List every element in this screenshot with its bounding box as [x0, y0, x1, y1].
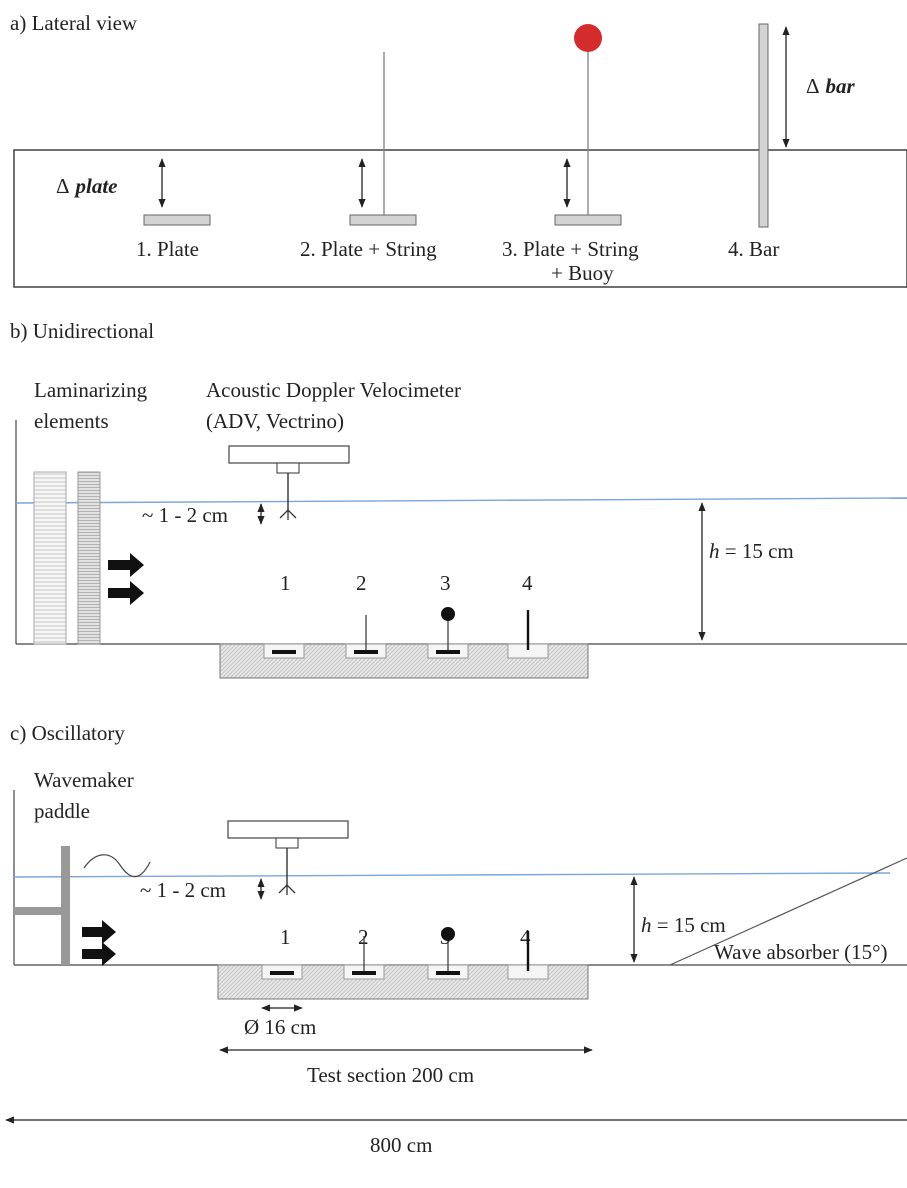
label-bar: 4. Bar [728, 237, 779, 261]
sample-number-1: 1 [280, 925, 291, 949]
samples-b [263, 607, 549, 659]
flume-box [13, 149, 907, 288]
laminarizer-2 [77, 471, 101, 645]
wavemaker-label-2: paddle [34, 799, 90, 823]
laminarizer-1 [33, 471, 67, 645]
laminarizing-label-2: elements [34, 409, 109, 433]
buoy [574, 24, 602, 52]
plate-2 [349, 214, 417, 226]
wavemaker-paddle [14, 846, 70, 965]
water-surface-c [13, 872, 891, 878]
wave-icon [83, 854, 151, 878]
sample-number-1: 1 [280, 571, 291, 595]
label-plate-string-buoy-2: + Buoy [551, 261, 614, 285]
samples-c [261, 927, 549, 980]
wave-absorber-label: Wave absorber (15°) [714, 940, 887, 964]
wavemaker-label-1: Wavemaker [34, 768, 134, 792]
total-length-label: 800 cm [370, 1133, 432, 1157]
label-plate-string-buoy-1: 3. Plate + String [502, 237, 639, 261]
water-surface-b [15, 497, 907, 504]
adv-label-1: Acoustic Doppler Velocimeter [206, 378, 461, 402]
laminarizing-label-1: Laminarizing [34, 378, 148, 402]
label-plate-string: 2. Plate + String [300, 237, 437, 261]
gap-label-b: ~ 1 - 2 cm [142, 503, 228, 527]
gap-label-c: ~ 1 - 2 cm [140, 878, 226, 902]
diameter-label: Ø 16 cm [244, 1015, 316, 1039]
sample-number-4: 4 [520, 925, 531, 949]
sample-number-2: 2 [358, 925, 369, 949]
plate-1 [143, 214, 211, 226]
adv-probe-b [228, 445, 350, 520]
bar [758, 23, 769, 228]
sample-number-4: 4 [522, 571, 533, 595]
flow-arrows-c [82, 920, 116, 966]
panel-unidirectional: b) Unidirectional Laminarizing elements … [10, 319, 907, 679]
label-plate: 1. Plate [136, 237, 199, 261]
panel-oscillatory: c) Oscillatory Wavemaker paddle ~ 1 - 2 … [5, 721, 907, 1157]
panel-b-title: b) Unidirectional [10, 319, 154, 343]
test-section-label: Test section 200 cm [307, 1063, 474, 1087]
adv-probe-c [227, 820, 349, 895]
sample-number-2: 2 [356, 571, 367, 595]
wave-absorber-slope [669, 857, 907, 966]
flow-arrows-b [108, 553, 144, 605]
depth-label-b: h = 15 cm [709, 539, 794, 563]
panel-a-title: a) Lateral view [10, 11, 138, 35]
adv-label-2: (ADV, Vectrino) [206, 409, 344, 433]
depth-label-c: h = 15 cm [641, 913, 726, 937]
sample-number-3: 3 [440, 571, 451, 595]
plate-3 [554, 214, 622, 226]
panel-c-title: c) Oscillatory [10, 721, 125, 745]
